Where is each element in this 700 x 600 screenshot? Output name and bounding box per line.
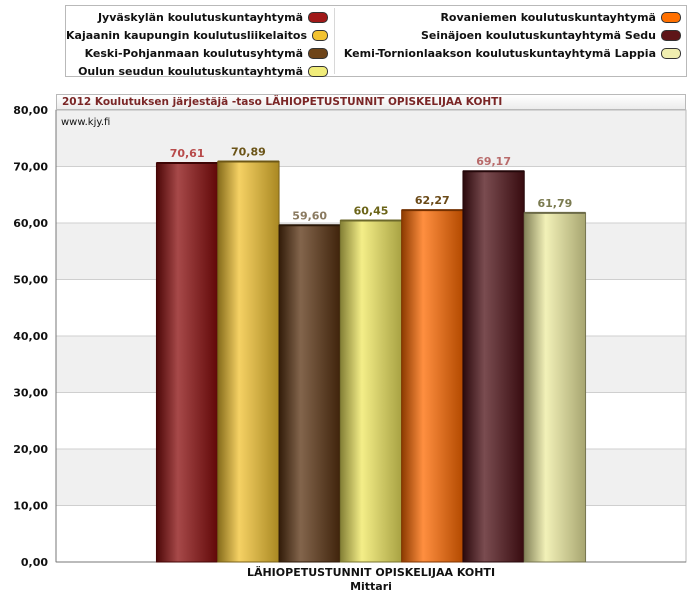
y-tick-label: 10,00 bbox=[13, 500, 48, 513]
y-tick-label: 0,00 bbox=[21, 556, 48, 569]
legend-column-right: Rovaniemen koulutuskuntayhtymä Seinäjoen … bbox=[334, 8, 687, 74]
legend-item[interactable]: Oulun seudun koulutuskuntayhtymä bbox=[66, 62, 334, 80]
legend-item[interactable]: Kemi-Tornionlaakson koulutuskuntayhtymä … bbox=[335, 44, 687, 62]
legend-label: Rovaniemen koulutuskuntayhtymä bbox=[440, 10, 656, 24]
legend-item[interactable]: Kajaanin kaupungin koulutusliikelaitos bbox=[66, 26, 334, 44]
legend-label: Seinäjoen koulutuskuntayhtymä Sedu bbox=[420, 28, 656, 42]
source-label: www.kjy.fi bbox=[61, 117, 111, 128]
legend-item[interactable]: Rovaniemen koulutuskuntayhtymä bbox=[335, 8, 687, 26]
legend-label: Keski-Pohjanmaan koulutusyhtymä bbox=[84, 46, 303, 60]
chart-title-bar: 2012 Koulutuksen järjestäjä -taso LÄHIOP… bbox=[56, 94, 686, 110]
bar bbox=[278, 224, 341, 563]
y-tick-label: 70,00 bbox=[13, 161, 48, 174]
data-label: 60,45 bbox=[354, 204, 389, 217]
y-tick-label: 40,00 bbox=[13, 330, 48, 343]
data-label: 70,89 bbox=[231, 145, 266, 158]
legend-label: Kemi-Tornionlaakson koulutuskuntayhtymä … bbox=[343, 46, 656, 60]
legend-swatch bbox=[661, 47, 681, 59]
bar bbox=[462, 170, 525, 563]
legend-swatch bbox=[661, 29, 681, 41]
y-tick-label: 50,00 bbox=[13, 274, 48, 287]
legend-swatch bbox=[661, 11, 681, 23]
data-label: 59,60 bbox=[292, 209, 327, 222]
legend-swatch bbox=[308, 11, 328, 23]
data-label: 69,17 bbox=[476, 155, 511, 168]
x-axis-title: Mittari bbox=[350, 580, 392, 593]
bar bbox=[523, 212, 587, 563]
data-label: 70,61 bbox=[170, 147, 205, 160]
data-label: 62,27 bbox=[415, 194, 450, 207]
chart-legend: Jyväskylän koulutuskuntayhtymä Kajaanin k… bbox=[65, 5, 687, 80]
legend-label: Oulun seudun koulutuskuntayhtymä bbox=[78, 64, 303, 78]
bar bbox=[401, 209, 464, 563]
bar bbox=[155, 162, 219, 563]
legend-column-left: Jyväskylän koulutuskuntayhtymä Kajaanin k… bbox=[66, 8, 334, 80]
legend-item[interactable]: Jyväskylän koulutuskuntayhtymä bbox=[66, 8, 334, 26]
bar bbox=[217, 160, 280, 563]
legend-label: Kajaanin kaupungin koulutusliikelaitos bbox=[66, 28, 308, 42]
y-tick-label: 30,00 bbox=[13, 387, 48, 400]
y-tick-label: 60,00 bbox=[13, 217, 48, 230]
y-tick-label: 20,00 bbox=[13, 443, 48, 456]
legend-swatch bbox=[308, 65, 328, 77]
legend-item[interactable]: Keski-Pohjanmaan koulutusyhtymä bbox=[66, 44, 334, 62]
legend-item[interactable]: Seinäjoen koulutuskuntayhtymä Sedu bbox=[335, 26, 687, 44]
y-tick-label: 80,00 bbox=[13, 104, 48, 117]
data-label: 61,79 bbox=[538, 197, 573, 210]
legend-swatch bbox=[312, 29, 328, 41]
legend-swatch bbox=[308, 47, 328, 59]
legend-label: Jyväskylän koulutuskuntayhtymä bbox=[97, 10, 303, 24]
plot-band bbox=[56, 110, 686, 167]
x-axis-category-label: LÄHIOPETUSTUNNIT OPISKELIJAA KOHTI bbox=[246, 566, 496, 579]
bar bbox=[339, 219, 403, 563]
chart-title: 2012 Koulutuksen järjestäjä -taso LÄHIOP… bbox=[62, 96, 503, 108]
